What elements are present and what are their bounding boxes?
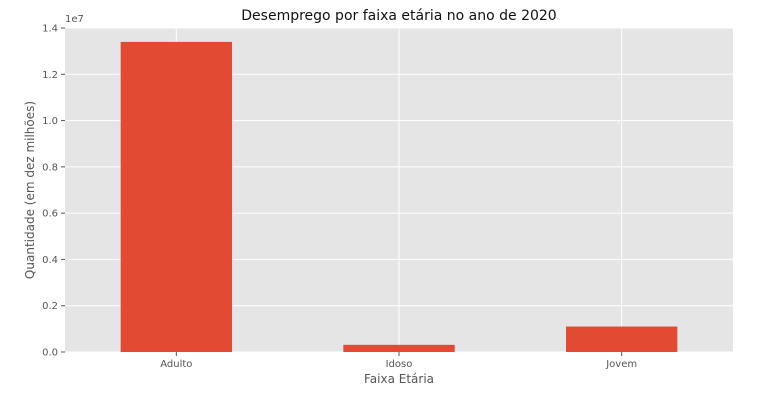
x-tick-label: Adulto — [160, 359, 192, 370]
y-tick-label: 1.0 — [42, 116, 58, 127]
y-tick-label: 0.4 — [42, 255, 58, 266]
chart-title: Desemprego por faixa etária no ano de 20… — [241, 8, 556, 24]
bar-adulto — [120, 41, 232, 353]
x-tick-label: Idoso — [386, 359, 413, 370]
bar-idoso — [343, 344, 455, 352]
x-axis-label: Faixa Etária — [364, 372, 434, 386]
y-tick-label: 0.2 — [42, 301, 58, 312]
y-tick-label: 0.0 — [42, 348, 58, 359]
bars — [120, 41, 678, 353]
bar-jovem — [566, 326, 678, 352]
y-axis-label: Quantidade (em dez milhões) — [23, 101, 37, 279]
y-tick-label: 0.8 — [42, 162, 58, 173]
y-tick-label: 1.2 — [42, 70, 58, 81]
x-tick-label: Jovem — [605, 359, 637, 370]
y-axis-ticks: 0.0 0.2 0.4 0.6 0.8 1.0 1.2 1.4 — [42, 24, 65, 359]
y-axis-offset-label: 1e7 — [65, 14, 84, 25]
y-tick-label: 1.4 — [42, 24, 58, 35]
y-tick-label: 0.6 — [42, 209, 58, 220]
x-axis-ticks: Adulto Idoso Jovem — [160, 352, 637, 370]
